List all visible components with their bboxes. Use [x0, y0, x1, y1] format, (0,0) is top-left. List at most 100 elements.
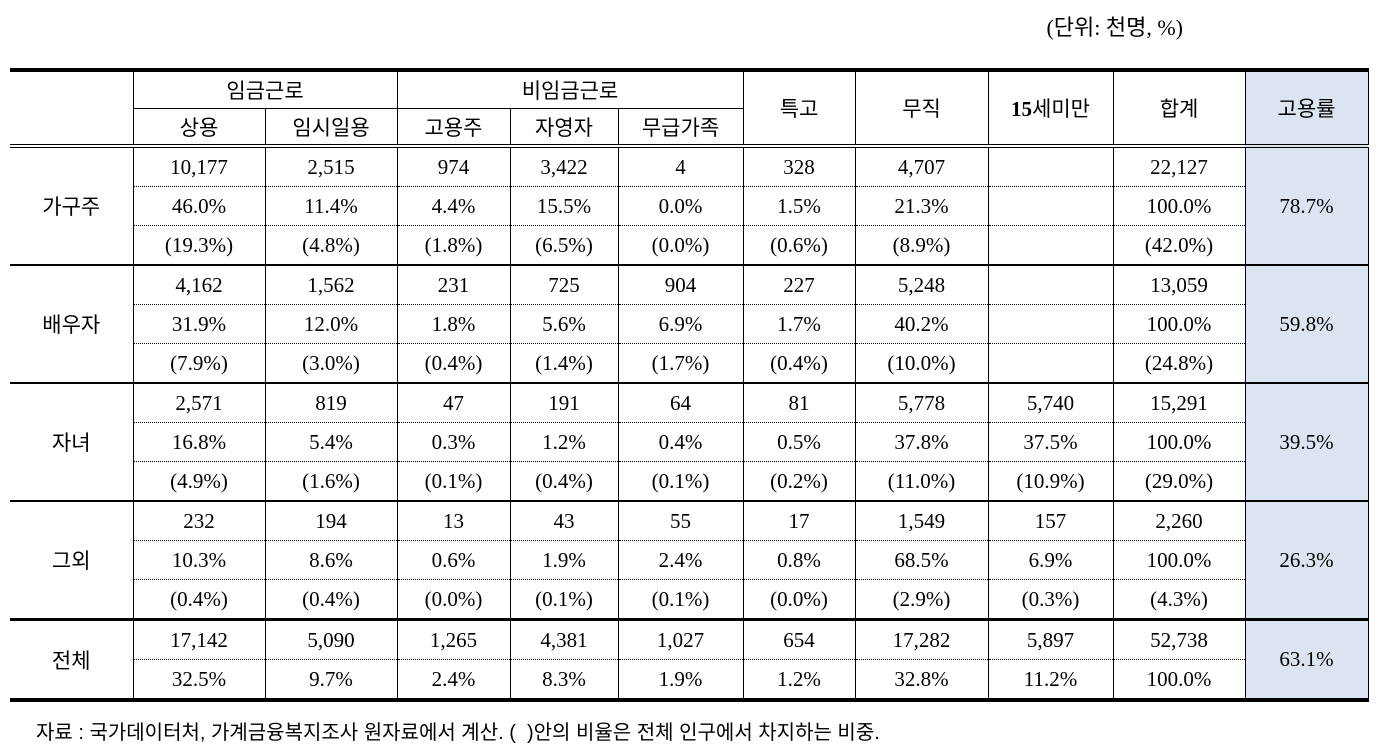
data-cell: 157	[988, 500, 1114, 541]
data-cell: 40.2%	[855, 304, 989, 344]
data-cell: (0.1%)	[510, 579, 619, 620]
row-label: 그외	[10, 500, 134, 620]
data-cell: 68.5%	[855, 540, 989, 580]
data-cell: 2,571	[133, 382, 266, 423]
data-cell: 191	[510, 382, 619, 423]
data-cell: 4.4%	[397, 186, 511, 226]
data-cell: 37.5%	[988, 422, 1114, 462]
header-temp-daily: 임시일용	[265, 108, 398, 146]
data-cell: 6.9%	[618, 304, 744, 344]
data-cell: 3,422	[510, 144, 619, 187]
rate-cell: 59.8%	[1245, 264, 1369, 383]
data-cell: 1.7%	[743, 304, 856, 344]
data-cell: 15,291	[1113, 382, 1246, 423]
data-cell: 5,897	[988, 618, 1114, 660]
data-cell: 2.4%	[397, 659, 511, 700]
data-cell: (19.3%)	[133, 225, 266, 265]
data-cell: 0.4%	[618, 422, 744, 462]
data-cell: (1.4%)	[510, 343, 619, 383]
rate-cell: 26.3%	[1245, 500, 1369, 620]
data-cell	[988, 304, 1114, 344]
data-cell: (3.0%)	[265, 343, 398, 383]
header-row-1: 임금근로 비임금근로 특고 무직 15세미만 합계 고용률	[10, 70, 1369, 146]
header-employer: 고용주	[397, 108, 511, 146]
table-row: 31.9% 12.0% 1.8% 5.6% 6.9% 1.7% 40.2% 10…	[10, 304, 1368, 344]
corner-cell	[10, 70, 134, 146]
header-row-2: 상용 임시일용 고용주 자영자 무급가족	[10, 108, 1368, 146]
data-cell: (1.7%)	[618, 343, 744, 383]
data-cell: 81	[743, 382, 856, 423]
data-cell: 4,707	[855, 144, 989, 187]
data-cell: (10.0%)	[855, 343, 989, 383]
header-employment-rate: 고용률	[1245, 70, 1369, 146]
data-cell: (0.4%)	[265, 579, 398, 620]
row-label: 배우자	[10, 264, 134, 383]
row-label: 전체	[10, 618, 134, 700]
data-cell: 4,381	[510, 618, 619, 660]
table-row: (4.9%) (1.6%) (0.1%) (0.4%) (0.1%) (0.2%…	[10, 461, 1368, 501]
table-row: (7.9%) (3.0%) (0.4%) (1.4%) (1.7%) (0.4%…	[10, 343, 1368, 383]
data-cell: 1.5%	[743, 186, 856, 226]
data-cell: (0.1%)	[397, 461, 511, 501]
data-cell: 0.5%	[743, 422, 856, 462]
row-label: 가구주	[10, 144, 134, 265]
data-cell: 5,090	[265, 618, 398, 660]
data-cell: 43	[510, 500, 619, 541]
data-cell: 16.8%	[133, 422, 266, 462]
data-cell: (0.0%)	[618, 225, 744, 265]
data-cell: 9.7%	[265, 659, 398, 700]
data-cell: 17,282	[855, 618, 989, 660]
data-cell: (8.9%)	[855, 225, 989, 265]
data-cell: 10.3%	[133, 540, 266, 580]
data-cell: (0.1%)	[618, 461, 744, 501]
data-cell: 8.3%	[510, 659, 619, 700]
header-jobless: 무직	[855, 70, 989, 146]
data-cell: 31.9%	[133, 304, 266, 344]
table-row: 가구주 10,177 2,515 974 3,422 4 328 4,707 2…	[10, 144, 1369, 265]
header-self-employed: 자영자	[510, 108, 619, 146]
header-unpaid-family: 무급가족	[618, 108, 744, 146]
data-cell: 2,515	[265, 144, 398, 187]
data-cell: (11.0%)	[855, 461, 989, 501]
table-row: (0.4%) (0.4%) (0.0%) (0.1%) (0.1%) (0.0%…	[10, 579, 1368, 620]
data-cell: 22,127	[1113, 144, 1246, 187]
data-cell: (6.5%)	[510, 225, 619, 265]
data-cell: 17,142	[133, 618, 266, 660]
data-cell: 12.0%	[265, 304, 398, 344]
data-cell: 1.9%	[510, 540, 619, 580]
data-cell: 64	[618, 382, 744, 423]
data-cell: 1,265	[397, 618, 511, 660]
data-cell: 37.8%	[855, 422, 989, 462]
data-cell: 819	[265, 382, 398, 423]
header-under15-number: 15	[1011, 97, 1033, 121]
data-cell: 2,260	[1113, 500, 1246, 541]
table-row: 10.3% 8.6% 0.6% 1.9% 2.4% 0.8% 68.5% 6.9…	[10, 540, 1368, 580]
data-cell: 0.3%	[397, 422, 511, 462]
table-row: 46.0% 11.4% 4.4% 15.5% 0.0% 1.5% 21.3% 1…	[10, 186, 1368, 226]
data-cell: 231	[397, 264, 511, 305]
data-cell: 227	[743, 264, 856, 305]
data-cell: 21.3%	[855, 186, 989, 226]
data-cell: 17	[743, 500, 856, 541]
data-cell: (0.6%)	[743, 225, 856, 265]
data-cell: 1.2%	[743, 659, 856, 700]
data-cell: 5.6%	[510, 304, 619, 344]
table-row: (19.3%) (4.8%) (1.8%) (6.5%) (0.0%) (0.6…	[10, 225, 1368, 265]
data-cell: (24.8%)	[1113, 343, 1246, 383]
data-cell: 11.2%	[988, 659, 1114, 700]
data-cell: 13,059	[1113, 264, 1246, 305]
table-row: 전체 17,142 5,090 1,265 4,381 1,027 654 17…	[10, 618, 1369, 700]
data-cell: (0.4%)	[133, 579, 266, 620]
data-cell: 52,738	[1113, 618, 1246, 660]
header-total: 합계	[1113, 70, 1246, 146]
data-cell: 100.0%	[1113, 422, 1246, 462]
header-under15: 15세미만	[988, 70, 1114, 146]
data-cell	[988, 264, 1114, 305]
data-cell: (0.4%)	[397, 343, 511, 383]
header-regular: 상용	[133, 108, 266, 146]
data-cell: 974	[397, 144, 511, 187]
data-cell: (10.9%)	[988, 461, 1114, 501]
rate-cell: 63.1%	[1245, 618, 1369, 700]
row-label: 자녀	[10, 382, 134, 501]
data-cell: (0.1%)	[618, 579, 744, 620]
